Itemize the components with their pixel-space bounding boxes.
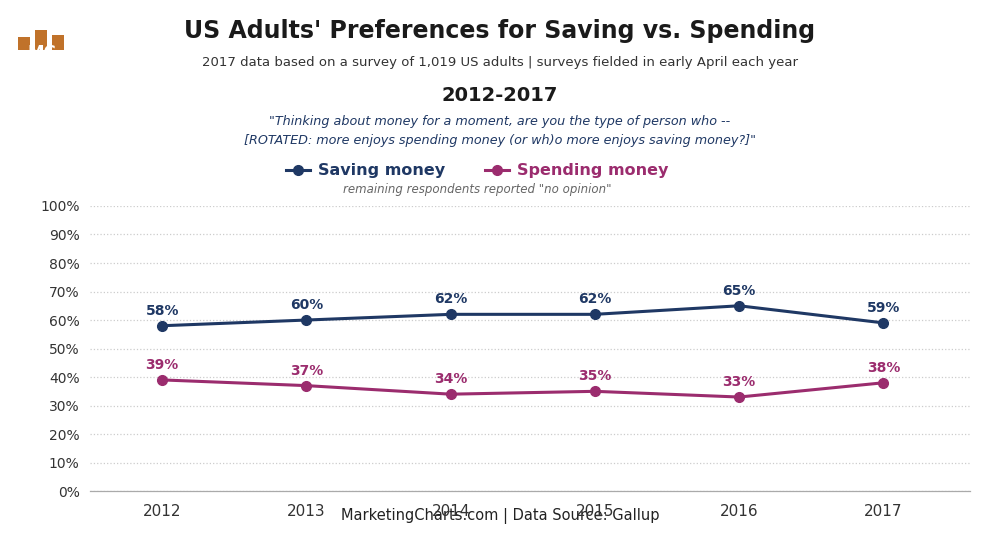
Text: MarketingCharts.com | Data Source: Gallup: MarketingCharts.com | Data Source: Gallu… (341, 508, 659, 524)
Text: 38%: 38% (867, 361, 900, 375)
Text: remaining respondents reported "no opinion": remaining respondents reported "no opini… (343, 183, 611, 196)
Legend: Saving money, Spending money: Saving money, Spending money (280, 157, 675, 185)
Bar (35, 30, 47, 50)
Bar (18, 37, 30, 50)
Text: 2012-2017: 2012-2017 (442, 86, 558, 105)
Text: 34%: 34% (434, 372, 467, 386)
Text: 62%: 62% (434, 292, 467, 307)
Text: US Adults' Preferences for Saving vs. Spending: US Adults' Preferences for Saving vs. Sp… (184, 19, 816, 43)
Text: 62%: 62% (578, 292, 612, 307)
Text: MC: MC (28, 44, 56, 62)
Text: 39%: 39% (146, 358, 179, 372)
Text: 58%: 58% (145, 304, 179, 318)
Text: 65%: 65% (722, 284, 756, 298)
Text: 37%: 37% (290, 364, 323, 378)
Text: 33%: 33% (723, 375, 756, 389)
Bar (52, 35, 64, 50)
Text: 59%: 59% (867, 301, 900, 315)
Text: 60%: 60% (290, 298, 323, 312)
Text: [ROTATED: more enjoys spending money (or wh)o more enjoys saving money?]": [ROTATED: more enjoys spending money (or… (244, 134, 756, 147)
Text: "Thinking about money for a moment, are you the type of person who --: "Thinking about money for a moment, are … (269, 115, 731, 128)
Text: 2017 data based on a survey of 1,019 US adults | surveys fielded in early April : 2017 data based on a survey of 1,019 US … (202, 56, 798, 69)
Text: 35%: 35% (578, 369, 612, 384)
